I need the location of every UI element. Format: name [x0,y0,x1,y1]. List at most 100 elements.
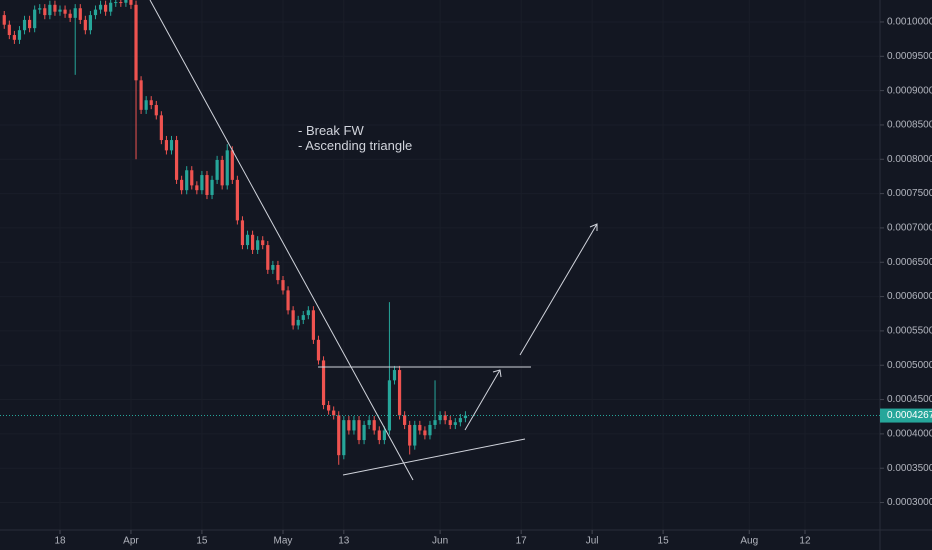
candle-body [377,430,381,441]
candle-body [12,35,16,40]
y-tick-label: 0.0005000 [887,360,932,371]
last-price-label: 0.0004267 [887,410,932,421]
candle-body [403,415,407,425]
candle-body [73,8,77,18]
candle-body [22,19,27,31]
x-tick-label: Jul [586,536,599,547]
candle-body [149,100,153,106]
candle-body [33,9,37,29]
candle-body [43,8,47,16]
candle-body [159,115,163,141]
annotation: - Ascending triangle [298,138,412,153]
candle-body [443,415,447,421]
candle-body [83,19,87,31]
candle-body [337,415,341,456]
y-tick-label: 0.0010000 [887,17,932,28]
candle-body [276,265,280,281]
candle-body [438,415,442,421]
y-tick-label: 0.0007000 [887,223,932,234]
candle-body [321,360,326,406]
candle-body [296,319,300,326]
x-tick-label: May [274,536,293,547]
candle-body [250,234,255,250]
candle-body [104,4,108,12]
x-tick-label: Apr [123,536,139,547]
candle-body [48,4,52,16]
candle-body [139,80,143,110]
candle-body [372,420,376,431]
candle-body [169,140,174,151]
candle-body [413,424,417,446]
candle-body [235,179,239,221]
candles [2,0,468,465]
candle-body [190,170,194,186]
candle-body [261,240,265,246]
x-tick-label: Jun [432,536,448,547]
candle-body [185,170,189,191]
y-tick-label: 0.0006000 [887,291,932,302]
drawings [149,0,598,481]
arrow [519,223,598,356]
candle-body [154,105,158,116]
support-line [342,438,526,476]
candle-body [387,380,392,431]
arrow-head [492,369,502,378]
candle-body [397,370,402,416]
y-tick-label: 0.0003000 [887,497,932,508]
candle-body [200,175,204,191]
candle-body [129,0,133,5]
candle-body [119,2,123,4]
y-tick-label: 0.0008500 [887,120,932,131]
candle-body [433,420,437,425]
last-price-box [880,408,932,423]
y-tick-label: 0.0005500 [887,326,932,337]
candle-body [63,9,67,14]
candle-body [392,370,397,381]
candle-body [195,185,199,191]
candle-body [27,19,32,29]
arrow [464,369,501,431]
candle-body [2,15,6,25]
candle-body [266,245,270,270]
candle-body [220,159,224,186]
candle-body [423,430,427,436]
y-tick-label: 0.0006500 [887,257,932,268]
candle-body [408,424,412,446]
candle-body [342,420,346,456]
candle-body [458,418,462,423]
candle-body [306,310,310,316]
candle-body [301,315,305,320]
candle-body [53,4,57,12]
candle-body [357,420,361,441]
y-tick-label: 0.0009500 [887,51,932,62]
candle-body [418,424,422,431]
candle-body [215,159,219,180]
candle-body [124,0,128,3]
candle-body [17,30,22,40]
candle-body [352,420,356,431]
candle-body [256,240,260,250]
annotation: - Break FW [298,123,364,138]
candle-body [291,310,295,326]
x-tick-label: Aug [740,536,758,547]
candle-body [367,420,371,425]
candle-body [448,420,452,425]
axes: 0.0010000 0.0009500 0.0009000 0.0008500 0.00… [0,17,932,547]
candle-body [134,4,138,81]
candle-body [245,234,250,246]
candle-body [180,179,184,191]
candle-body [164,140,169,151]
candle-body [68,13,72,18]
candle-body [109,2,113,12]
candle-body [210,179,214,195]
candle-body [98,4,103,10]
arrow-head [589,223,598,231]
candle-body [225,150,229,186]
candle-body [58,9,62,12]
x-tick-label: 17 [516,536,528,547]
candle-body [382,430,386,441]
x-tick-label: 18 [54,536,66,547]
candle-body [271,265,275,270]
candle-body [332,410,336,416]
